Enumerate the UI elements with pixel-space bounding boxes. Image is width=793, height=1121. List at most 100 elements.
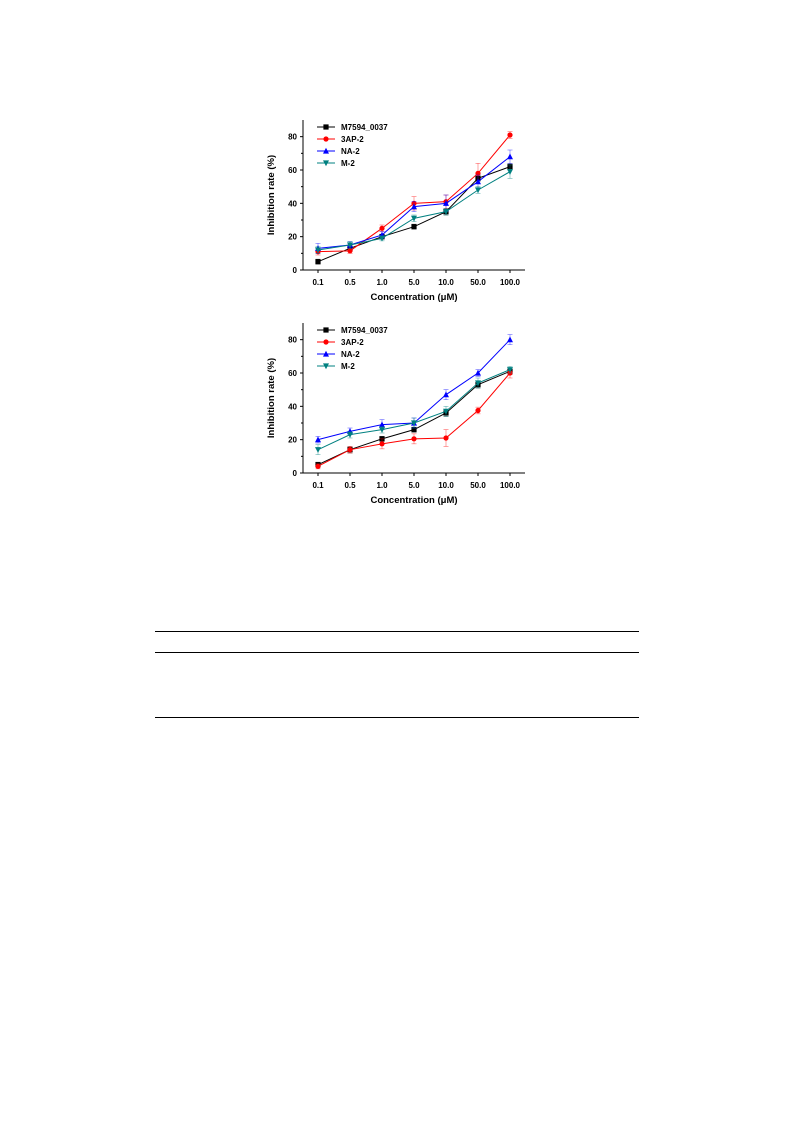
c0-data-point	[379, 235, 385, 242]
c1-data-point	[475, 407, 481, 414]
c0-legend-marker	[323, 124, 329, 130]
c0-data-point	[475, 187, 481, 194]
table-bottom-rule	[155, 717, 639, 718]
c1-legend-marker	[323, 350, 329, 357]
c1-x-tick-label: 5.0	[408, 481, 420, 490]
c1-y-tick-label: 80	[288, 336, 297, 345]
c1-data-point	[379, 441, 385, 447]
c0-y-tick-label: 40	[288, 199, 297, 208]
c1-legend-marker	[323, 363, 329, 370]
c1-x-tick-label: 10.0	[438, 481, 454, 490]
c0-x-tick-label: 0.5	[344, 278, 356, 287]
c0-data-point	[347, 242, 353, 249]
c1-x-axis-title: Concentration (μM)	[370, 495, 457, 506]
c0-x-axis-title: Concentration (μM)	[370, 292, 457, 303]
c1-y-tick-label: 40	[288, 402, 297, 411]
c1-series-3	[315, 366, 513, 455]
c0-legend-marker	[323, 136, 329, 142]
c1-data-point	[443, 408, 449, 415]
c0-data-point	[507, 169, 513, 175]
c1-y-axis-title: Inhibition rate (%)	[266, 358, 277, 438]
c0-legend-marker	[323, 160, 329, 167]
c0-x-tick-label: 0.1	[312, 278, 324, 287]
c1-data-point	[315, 463, 321, 469]
c1-y-tick-label: 20	[288, 436, 297, 445]
c0-legend-label: NA-2	[341, 147, 360, 156]
c0-y-tick-label: 80	[288, 133, 297, 142]
chart-inhibition-top: 0 20 40 60 80 0.1 0.5 1.0 5.0 10.0 50.0 100.0 Concen…	[260, 114, 530, 310]
c0-y-tick-label: 20	[288, 233, 297, 242]
c0-data-point	[411, 224, 417, 230]
c1-data-point	[443, 391, 449, 398]
c1-data-point	[475, 380, 481, 387]
chart-svg-bottom: 0 20 40 60 80 0.1 0.5 1.0 5.0 10.0 50.0 100.0 Concen…	[266, 323, 525, 506]
c0-legend-item: NA-2	[317, 147, 360, 156]
c1-data-point	[379, 427, 385, 433]
c1-series-1	[315, 367, 513, 470]
c0-x-tick-label: 1.0	[376, 278, 388, 287]
c1-x-tick-label: 1.0	[376, 481, 388, 490]
c1-x-tick-label: 0.5	[344, 481, 356, 490]
c0-data-point	[411, 215, 417, 222]
c1-legend-label: NA-2	[341, 350, 360, 359]
c0-data-point	[475, 178, 481, 185]
c0-legend-label: M7594_0037	[341, 123, 388, 132]
c1-x-tick-label: 0.1	[312, 481, 324, 490]
chart-inhibition-bottom: 0 20 40 60 80 0.1 0.5 1.0 5.0 10.0 50.0 100.0 Concen…	[260, 317, 530, 513]
c1-legend-marker	[323, 339, 329, 345]
c0-legend-item: M7594_0037	[317, 123, 388, 132]
c1-data-point	[411, 436, 417, 442]
c1-data-point	[475, 369, 481, 376]
c0-y-tick-label: 60	[288, 166, 297, 175]
c1-data-point	[411, 420, 417, 427]
c1-legend-marker	[323, 327, 329, 333]
c0-x-tick-label: 5.0	[408, 278, 420, 287]
c0-x-tick-label: 100.0	[500, 278, 521, 287]
c0-legend-label: 3AP-2	[341, 135, 364, 144]
c0-series-0	[315, 163, 513, 265]
c0-data-point	[315, 247, 321, 254]
c1-legend-item: 3AP-2	[317, 338, 364, 347]
table-header-rule	[155, 652, 639, 653]
c0-data-point	[507, 153, 513, 160]
c0-legend-marker	[323, 147, 329, 154]
c0-series-3	[315, 164, 513, 254]
c1-data-point	[379, 421, 385, 428]
c0-data-point	[443, 209, 449, 215]
c0-x-tick-label: 50.0	[470, 278, 486, 287]
c0-data-point	[347, 248, 353, 254]
c0-data-point	[475, 170, 481, 176]
c1-data-point	[507, 367, 513, 373]
table-top-rule	[155, 631, 639, 632]
c1-legend-item: M-2	[317, 362, 355, 371]
c1-data-point	[443, 435, 449, 441]
c0-data-point	[411, 203, 417, 210]
c1-y-tick-label: 60	[288, 369, 297, 378]
chart-svg-top: 0 20 40 60 80 0.1 0.5 1.0 5.0 10.0 50.0 100.0 Concen…	[266, 120, 525, 303]
c1-data-point	[411, 427, 417, 433]
c0-y-axis-title: Inhibition rate (%)	[266, 155, 277, 235]
c1-data-point	[347, 432, 353, 438]
c0-data-point	[507, 132, 513, 138]
c1-legend-item: M7594_0037	[317, 326, 388, 335]
c1-legend-item: NA-2	[317, 350, 360, 359]
c1-data-point	[315, 436, 321, 443]
c0-data-point	[443, 200, 449, 206]
c1-legend-label: 3AP-2	[341, 338, 364, 347]
c1-y-tick-label: 0	[293, 469, 298, 478]
c0-series-line	[317, 166, 511, 263]
c0-data-point	[315, 259, 321, 265]
c1-data-point	[507, 336, 513, 343]
c1-data-point	[347, 447, 353, 453]
c0-y-tick-label: 0	[293, 266, 298, 275]
c0-legend-item: M-2	[317, 159, 355, 168]
c1-legend-label: M-2	[341, 362, 355, 371]
c1-legend-label: M7594_0037	[341, 326, 388, 335]
c0-legend-label: M-2	[341, 159, 355, 168]
c0-legend-item: 3AP-2	[317, 135, 364, 144]
c1-data-point	[315, 447, 321, 453]
c0-x-tick-label: 10.0	[438, 278, 454, 287]
c1-x-tick-label: 100.0	[500, 481, 521, 490]
c0-data-point	[379, 225, 385, 231]
c1-x-tick-label: 50.0	[470, 481, 486, 490]
